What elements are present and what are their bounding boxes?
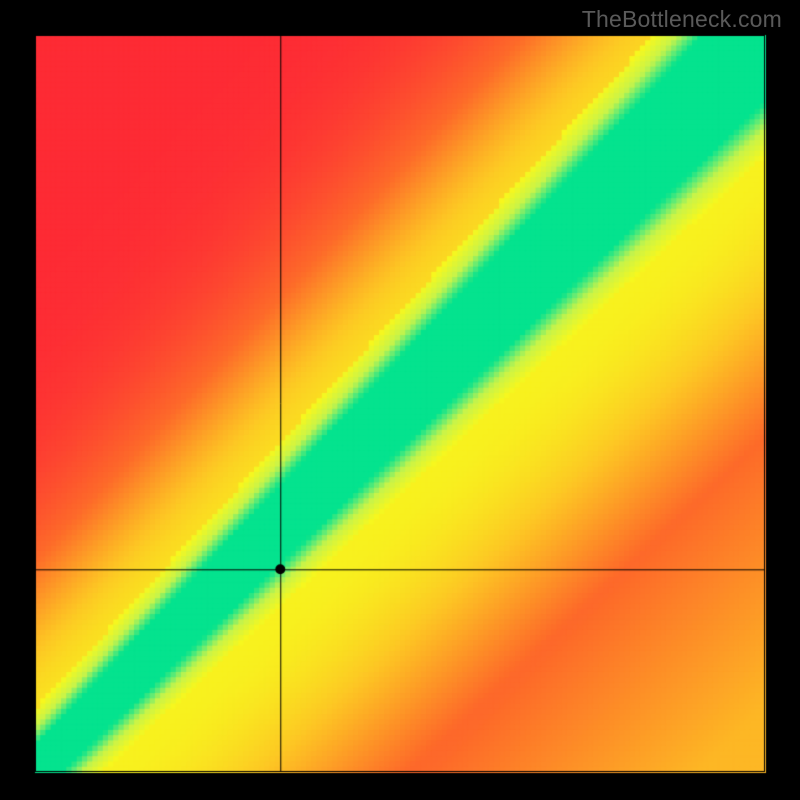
watermark-text: TheBottleneck.com [582,6,782,33]
chart-container: TheBottleneck.com [0,0,800,800]
heatmap-canvas [0,0,800,800]
